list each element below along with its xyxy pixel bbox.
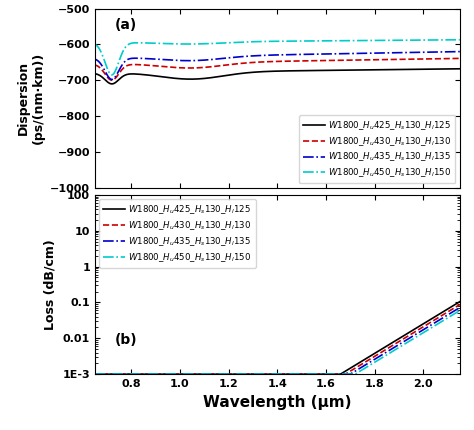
$W1800\_H_u450\_H_s130\_H_l150$	[257, 372, 263, 377]
$W1800\_H_u425\_H_s130\_H_l125$	[367, 67, 373, 72]
Line: $W1800\_H_u425\_H_s130\_H_l125$: $W1800\_H_u425\_H_s130\_H_l125$	[95, 69, 460, 84]
$W1800\_H_u435\_H_s130\_H_l135$	[336, 372, 341, 377]
$W1800\_H_u435\_H_s130\_H_l135$	[367, 360, 373, 365]
$W1800\_H_u450\_H_s130\_H_l150$	[308, 38, 313, 43]
$W1800\_H_u450\_H_s130\_H_l150$	[457, 37, 463, 43]
$W1800\_H_u425\_H_s130\_H_l125$	[457, 299, 463, 304]
Line: $W1800\_H_u450\_H_s130\_H_l150$: $W1800\_H_u450\_H_s130\_H_l150$	[95, 40, 460, 75]
$W1800\_H_u425\_H_s130\_H_l125$	[186, 372, 191, 377]
X-axis label: Wavelength (μm): Wavelength (μm)	[203, 394, 352, 409]
$W1800\_H_u430\_H_s130\_H_l130$	[367, 57, 373, 62]
$W1800\_H_u450\_H_s130\_H_l150$	[186, 372, 191, 377]
$W1800\_H_u430\_H_s130\_H_l130$	[92, 62, 98, 68]
$W1800\_H_u435\_H_s130\_H_l135$	[92, 56, 98, 61]
$W1800\_H_u425\_H_s130\_H_l125$	[367, 354, 373, 359]
$W1800\_H_u430\_H_s130\_H_l130$	[257, 372, 263, 377]
$W1800\_H_u430\_H_s130\_H_l130$	[336, 372, 341, 377]
$W1800\_H_u425\_H_s130\_H_l125$	[336, 372, 341, 377]
$W1800\_H_u430\_H_s130\_H_l130$	[109, 77, 115, 83]
$W1800\_H_u425\_H_s130\_H_l125$	[336, 68, 342, 73]
$W1800\_H_u425\_H_s130\_H_l125$	[156, 372, 162, 377]
$W1800\_H_u430\_H_s130\_H_l130$	[186, 65, 192, 71]
$W1800\_H_u450\_H_s130\_H_l150$	[157, 41, 163, 46]
$W1800\_H_u435\_H_s130\_H_l135$	[336, 51, 342, 56]
Legend: $W1800\_H_u425\_H_s130\_H_l125$, $W1800\_H_u430\_H_s130\_H_l130$, $W1800\_H_u435: $W1800\_H_u425\_H_s130\_H_l125$, $W1800\…	[299, 115, 456, 184]
$W1800\_H_u435\_H_s130\_H_l135$	[457, 49, 463, 54]
Line: $W1800\_H_u435\_H_s130\_H_l135$: $W1800\_H_u435\_H_s130\_H_l135$	[95, 307, 460, 374]
$W1800\_H_u435\_H_s130\_H_l135$	[109, 77, 115, 82]
$W1800\_H_u435\_H_s130\_H_l135$	[157, 57, 163, 62]
$W1800\_H_u430\_H_s130\_H_l130$	[307, 372, 313, 377]
$W1800\_H_u425\_H_s130\_H_l125$	[257, 372, 263, 377]
$W1800\_H_u450\_H_s130\_H_l150$	[156, 372, 162, 377]
$W1800\_H_u450\_H_s130\_H_l150$	[336, 38, 342, 43]
$W1800\_H_u430\_H_s130\_H_l130$	[92, 372, 98, 377]
$W1800\_H_u425\_H_s130\_H_l125$	[457, 66, 463, 71]
$W1800\_H_u435\_H_s130\_H_l135$	[92, 372, 98, 377]
$W1800\_H_u430\_H_s130\_H_l130$	[457, 56, 463, 61]
$W1800\_H_u425\_H_s130\_H_l125$	[186, 77, 192, 82]
$W1800\_H_u450\_H_s130\_H_l150$	[92, 372, 98, 377]
$W1800\_H_u435\_H_s130\_H_l135$	[186, 372, 191, 377]
$W1800\_H_u450\_H_s130\_H_l150$	[109, 72, 115, 77]
$W1800\_H_u435\_H_s130\_H_l135$	[156, 372, 162, 377]
$W1800\_H_u435\_H_s130\_H_l135$	[457, 305, 463, 310]
$W1800\_H_u430\_H_s130\_H_l130$	[157, 64, 163, 69]
$W1800\_H_u450\_H_s130\_H_l150$	[186, 41, 192, 46]
$W1800\_H_u435\_H_s130\_H_l135$	[258, 53, 264, 58]
$W1800\_H_u450\_H_s130\_H_l150$	[336, 372, 341, 377]
$W1800\_H_u425\_H_s130\_H_l125$	[308, 68, 313, 73]
Text: (a): (a)	[115, 18, 137, 31]
Legend: $W1800\_H_u425\_H_s130\_H_l125$, $W1800\_H_u430\_H_s130\_H_l130$, $W1800\_H_u435: $W1800\_H_u425\_H_s130\_H_l125$, $W1800\…	[99, 199, 256, 268]
$W1800\_H_u430\_H_s130\_H_l130$	[308, 58, 313, 63]
$W1800\_H_u430\_H_s130\_H_l130$	[457, 302, 463, 307]
$W1800\_H_u435\_H_s130\_H_l135$	[186, 58, 192, 63]
$W1800\_H_u430\_H_s130\_H_l130$	[186, 372, 191, 377]
Line: $W1800\_H_u430\_H_s130\_H_l130$: $W1800\_H_u430\_H_s130\_H_l130$	[95, 304, 460, 374]
Line: $W1800\_H_u435\_H_s130\_H_l135$: $W1800\_H_u435\_H_s130\_H_l135$	[95, 52, 460, 80]
$W1800\_H_u430\_H_s130\_H_l130$	[258, 59, 264, 64]
$W1800\_H_u450\_H_s130\_H_l150$	[307, 372, 313, 377]
$W1800\_H_u435\_H_s130\_H_l135$	[257, 372, 263, 377]
$W1800\_H_u450\_H_s130\_H_l150$	[457, 308, 463, 313]
$W1800\_H_u430\_H_s130\_H_l130$	[336, 58, 342, 63]
$W1800\_H_u430\_H_s130\_H_l130$	[156, 372, 162, 377]
$W1800\_H_u430\_H_s130\_H_l130$	[367, 357, 373, 362]
$W1800\_H_u450\_H_s130\_H_l150$	[367, 363, 373, 368]
Line: $W1800\_H_u425\_H_s130\_H_l125$: $W1800\_H_u425\_H_s130\_H_l125$	[95, 302, 460, 374]
$W1800\_H_u435\_H_s130\_H_l135$	[307, 372, 313, 377]
$W1800\_H_u450\_H_s130\_H_l150$	[92, 42, 98, 47]
$W1800\_H_u425\_H_s130\_H_l125$	[109, 81, 115, 86]
$W1800\_H_u435\_H_s130\_H_l135$	[308, 52, 313, 57]
$W1800\_H_u435\_H_s130\_H_l135$	[367, 51, 373, 56]
$W1800\_H_u450\_H_s130\_H_l150$	[258, 39, 264, 44]
Line: $W1800\_H_u450\_H_s130\_H_l150$: $W1800\_H_u450\_H_s130\_H_l150$	[95, 310, 460, 374]
Y-axis label: Loss (dB/cm): Loss (dB/cm)	[44, 239, 57, 330]
Text: (b): (b)	[115, 333, 137, 347]
$W1800\_H_u425\_H_s130\_H_l125$	[157, 74, 163, 79]
$W1800\_H_u450\_H_s130\_H_l150$	[367, 38, 373, 43]
$W1800\_H_u425\_H_s130\_H_l125$	[92, 372, 98, 377]
$W1800\_H_u425\_H_s130\_H_l125$	[92, 71, 98, 76]
$W1800\_H_u425\_H_s130\_H_l125$	[258, 69, 264, 74]
Y-axis label: Dispersion
(ps/(nm·km)): Dispersion (ps/(nm·km))	[17, 52, 45, 144]
Line: $W1800\_H_u430\_H_s130\_H_l130$: $W1800\_H_u430\_H_s130\_H_l130$	[95, 58, 460, 80]
$W1800\_H_u425\_H_s130\_H_l125$	[307, 372, 313, 377]
